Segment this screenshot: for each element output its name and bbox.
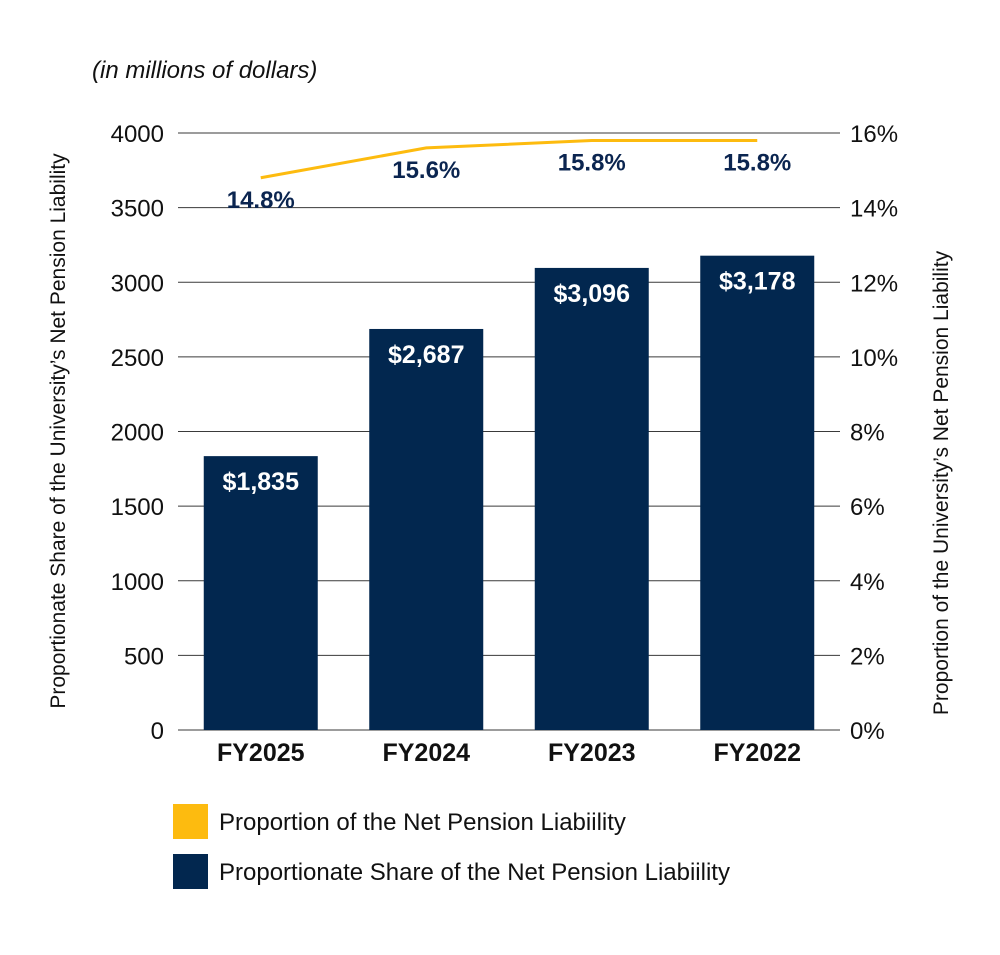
category-label: FY2023 bbox=[548, 739, 636, 767]
proportion-line bbox=[260, 138, 758, 180]
right-tick-label: 4% bbox=[850, 569, 885, 596]
right-tick-label: 10% bbox=[850, 345, 898, 372]
line-value-label: 15.8% bbox=[723, 149, 791, 176]
category-label: FY2022 bbox=[713, 739, 801, 767]
left-tick-label: 1000 bbox=[111, 569, 164, 596]
legend-label-share: Proportionate Share of the Net Pension L… bbox=[219, 859, 730, 886]
bar-series bbox=[203, 255, 815, 730]
line-value-label: 15.8% bbox=[558, 149, 626, 176]
bar-data-labels: $1,835 $2,687 $3,096 $3,178 bbox=[223, 268, 796, 496]
bar-value-label: $2,687 bbox=[388, 341, 464, 369]
left-tick-label: 2000 bbox=[111, 420, 164, 447]
right-axis-ticks: 0% 2% 4% 6% 8% 10% 12% 14% 16% bbox=[850, 121, 898, 745]
line-series bbox=[260, 138, 758, 180]
right-tick-label: 0% bbox=[850, 718, 885, 745]
bar bbox=[203, 456, 318, 730]
bar bbox=[700, 255, 815, 730]
category-label: FY2025 bbox=[217, 739, 305, 767]
left-tick-label: 3500 bbox=[111, 196, 164, 223]
category-label: FY2024 bbox=[382, 739, 470, 767]
legend: Proportion of the Net Pension Liabiility… bbox=[173, 804, 730, 889]
line-value-label: 14.8% bbox=[227, 187, 295, 214]
legend-swatch-share bbox=[173, 854, 208, 889]
bar bbox=[369, 328, 484, 730]
left-tick-label: 4000 bbox=[111, 121, 164, 148]
left-tick-label: 1500 bbox=[111, 494, 164, 521]
left-tick-label: 2500 bbox=[111, 345, 164, 372]
chart-subtitle: (in millions of dollars) bbox=[92, 57, 317, 84]
legend-label-proportion: Proportion of the Net Pension Liabiility bbox=[219, 809, 626, 836]
left-tick-label: 500 bbox=[124, 643, 164, 670]
right-tick-label: 2% bbox=[850, 643, 885, 670]
right-tick-label: 6% bbox=[850, 494, 885, 521]
left-tick-label: 0 bbox=[151, 718, 164, 745]
bar-value-label: $3,178 bbox=[719, 268, 796, 296]
right-axis-title: Proportion of the University’s Net Pensi… bbox=[930, 250, 953, 715]
left-axis-title: Proportionate Share of the University’s … bbox=[47, 153, 70, 709]
right-tick-label: 12% bbox=[850, 270, 898, 297]
right-tick-label: 14% bbox=[850, 196, 898, 223]
category-labels: FY2025 FY2024 FY2023 FY2022 bbox=[217, 739, 801, 767]
bar-value-label: $3,096 bbox=[554, 280, 630, 308]
legend-swatch-proportion bbox=[173, 804, 208, 839]
right-tick-label: 8% bbox=[850, 420, 885, 447]
line-data-labels: 14.8% 15.6% 15.8% 15.8% bbox=[227, 149, 792, 213]
line-value-label: 15.6% bbox=[392, 157, 460, 184]
right-tick-label: 16% bbox=[850, 121, 898, 148]
bar-value-label: $1,835 bbox=[223, 468, 300, 496]
bar bbox=[534, 267, 649, 730]
left-tick-label: 3000 bbox=[111, 270, 164, 297]
left-axis-ticks: 0 500 1000 1500 2000 2500 3000 3500 4000 bbox=[111, 121, 164, 745]
